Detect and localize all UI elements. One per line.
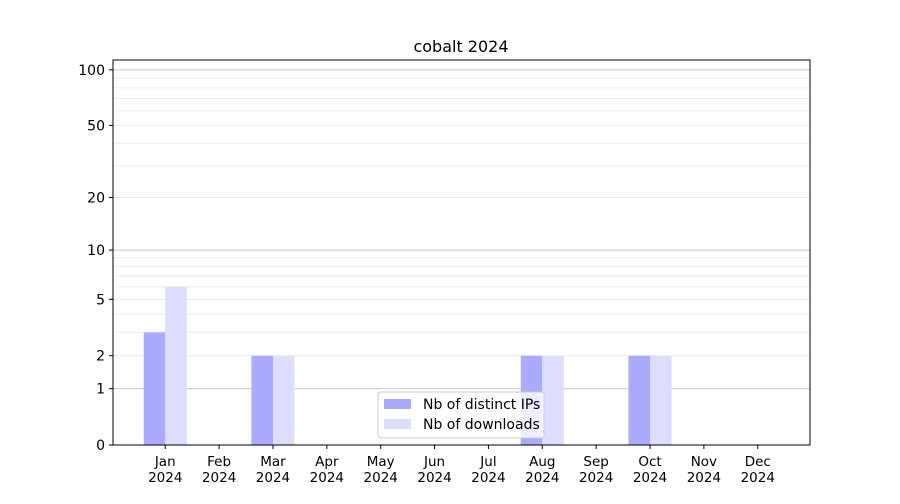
x-tick-label: Dec 2024 (741, 454, 775, 486)
y-tick-label: 2 (96, 349, 105, 365)
x-tick-label: Aug 2024 (525, 454, 559, 486)
y-tick-label: 50 (87, 118, 105, 134)
gridlines (113, 69, 810, 390)
x-tick-label: May 2024 (364, 454, 398, 486)
bars (143, 286, 672, 445)
x-tick-label: Sep 2024 (579, 454, 613, 486)
bar-distinct-ips (628, 355, 651, 445)
x-tick-label: Apr 2024 (310, 454, 344, 486)
x-tick-label: Jan 2024 (148, 454, 182, 486)
bar-downloads (542, 355, 564, 445)
x-tick-label: Jul 2024 (471, 454, 505, 486)
y-tick-label: 5 (96, 292, 105, 308)
y-tick-label: 100 (78, 63, 105, 79)
bar-distinct-ips (251, 355, 273, 445)
x-tick-label: Mar 2024 (256, 454, 290, 486)
bar-downloads (650, 355, 672, 445)
legend-swatch (384, 399, 411, 409)
x-tick-label: Nov 2024 (687, 454, 721, 486)
y-axis: 0 1 2 5 10 20 50 100 (78, 63, 113, 454)
legend: Nb of distinct IPs Nb of downloads (377, 391, 545, 439)
y-tick-label: 20 (87, 191, 105, 207)
x-tick-label: Feb 2024 (202, 454, 236, 486)
bar-downloads (165, 286, 187, 445)
legend-swatch (384, 419, 411, 429)
legend-box (377, 391, 545, 439)
legend-label: Nb of distinct IPs (423, 397, 540, 413)
chart-title: cobalt 2024 (413, 37, 508, 56)
x-axis: Jan 2024 Feb 2024 Mar 2024 Apr 2024 May 2024 Jun 20… (148, 445, 775, 486)
bar-distinct-ips (143, 332, 166, 445)
y-tick-label: 1 (96, 382, 105, 398)
x-tick-label: Jun 2024 (417, 454, 451, 486)
legend-label: Nb of downloads (423, 417, 540, 433)
plot-frame (112, 59, 811, 446)
x-tick-label: Oct 2024 (633, 454, 667, 486)
bar-downloads (272, 355, 295, 445)
y-tick-label: 10 (87, 243, 105, 259)
y-tick-label: 0 (96, 438, 105, 454)
